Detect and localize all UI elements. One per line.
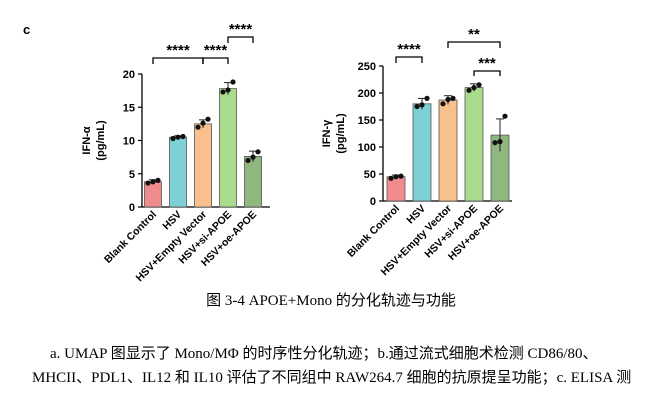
data-point [245,157,251,164]
y-tick-label: 15 [123,102,135,114]
data-point [393,174,399,180]
significance-label: **** [166,42,190,59]
bar [194,123,212,208]
body-line-1: a. UMAP 图显示了 Mono/MΦ 的时序性分化轨迹；b.通过流式细胞术检… [50,346,598,362]
bar [412,103,432,202]
data-point [424,95,430,101]
data-point [450,95,456,101]
data-point [466,87,472,93]
y-tick-label: 50 [364,169,376,181]
body-line-2: MHCII、PDL1、IL12 和 IL10 评估了不同组中 RAW264.7 … [32,370,632,386]
significance-label: ** [468,26,480,43]
body-paragraph: a. UMAP 图显示了 Mono/MΦ 的时序性分化轨迹；b.通过流式细胞术检… [32,342,642,390]
y-tick-label: 0 [129,202,135,214]
significance-label: *** [478,55,496,72]
x-tick-label: Blank Control [345,203,402,260]
y-axis-label-line2: (pg/mL) [335,113,347,154]
data-point [388,175,394,181]
data-point [502,113,508,119]
data-point [492,140,498,146]
panel-label: c [23,22,30,37]
data-point [220,89,226,95]
data-point [155,177,161,183]
y-tick-label: 200 [358,88,376,100]
significance-label: **** [204,42,228,59]
significance-bracket [227,36,254,43]
data-point [225,87,231,93]
bar [219,88,237,208]
data-point [414,103,420,110]
bar [144,181,162,208]
y-tick-label: 150 [358,115,376,127]
data-point [471,85,477,91]
data-point [170,135,176,142]
data-point [180,133,186,140]
data-point [150,179,156,185]
bar [464,87,484,202]
chart-ifn-gamma: 0 50 100 150 200 250 IFN-γ (pg/mL) Blank Control… [321,26,512,278]
y-tick-label: 0 [370,196,376,208]
bar [438,99,458,202]
data-point [195,124,201,130]
data-point [476,82,482,88]
data-point [419,102,425,108]
significance-bracket [395,56,423,63]
y-axis-label: IFN-γ (pg/mL) [321,113,347,154]
data-point [205,116,211,122]
data-point [145,180,151,186]
y-axis-label-line1: IFN-γ [321,119,333,147]
data-point [445,96,451,103]
data-point [497,139,503,145]
y-tick-label: 20 [123,69,135,81]
significance-bracket [202,57,229,64]
data-point [440,101,446,107]
data-point [230,79,236,85]
data-point [175,134,181,140]
bar [169,136,187,208]
data-point [398,173,404,179]
y-tick-label: 10 [123,136,135,148]
y-tick-label: 250 [358,61,376,73]
data-point [250,154,256,160]
y-tick-label: 100 [358,142,376,154]
bar [244,156,262,208]
significance-bracket [473,70,501,76]
significance-bracket [447,41,501,48]
significance-label: **** [229,21,253,38]
x-tick-label: Blank Control [102,209,159,266]
y-axis-label: IFN-α (pg/mL) [81,120,107,161]
y-axis-label-line2: (pg/mL) [95,120,107,161]
data-point [255,149,261,155]
y-axis-label-line1: IFN-α [81,126,93,154]
significance-label: **** [397,41,421,58]
y-tick-label: 5 [129,169,135,181]
figure-caption: 图 3-4 APOE+Mono 的分化轨迹与功能 [206,293,456,309]
data-point [200,120,206,126]
